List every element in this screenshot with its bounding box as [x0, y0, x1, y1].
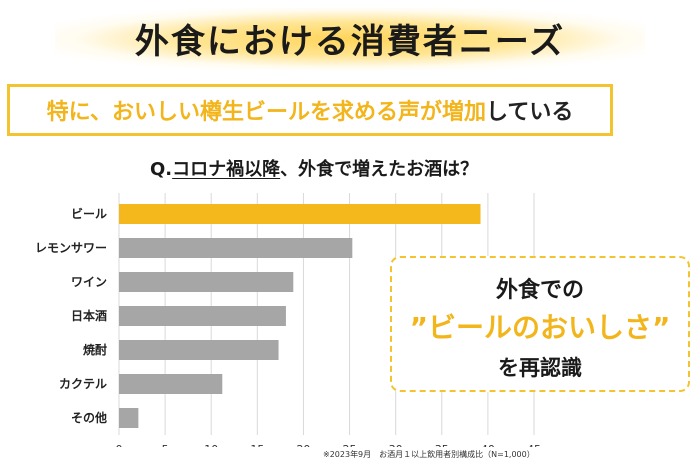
category-label: レモンサワー	[35, 241, 107, 255]
x-tick-label: 25	[343, 443, 357, 447]
question-suffix: 、外食で増えたお酒は？	[280, 159, 479, 180]
footnote: ※2023年9月 お酒月１以上飲用者別構成比（N=1,000）	[323, 450, 535, 459]
category-label: ワイン	[71, 275, 107, 289]
subtitle-box: 特に、おいしい樽生ビールを求める声が増加 している	[7, 84, 613, 136]
x-tick-label: 35	[435, 443, 449, 447]
category-label: ビール	[71, 206, 107, 221]
bar	[119, 374, 223, 394]
x-tick-label: 15	[250, 443, 264, 447]
callout-line2: ”ビールのおいしさ”	[409, 311, 671, 344]
subtitle-rest: している	[486, 100, 574, 125]
bar	[119, 340, 279, 360]
bar	[119, 204, 481, 224]
question-underlined: コロナ禍以降	[172, 159, 281, 180]
category-label: カクテル	[59, 377, 107, 391]
question-prefix: Q.	[150, 159, 173, 180]
chart-question: Q.コロナ禍以降、外食で増えたお酒は？	[150, 155, 478, 181]
category-label: 焼酎	[83, 342, 107, 357]
x-tick-label: 0	[116, 443, 123, 447]
bar	[119, 306, 286, 326]
callout-line3: を再認識	[498, 356, 582, 380]
subtitle-highlight: 特に、おいしい樽生ビールを求める声が増加	[46, 100, 486, 125]
title-banner: 外食における消費者ニーズ	[55, 8, 645, 70]
x-tick-label: 20	[296, 443, 310, 447]
x-tick-label: 10	[204, 443, 218, 447]
x-tick-label: 30	[389, 443, 403, 447]
bar	[119, 408, 139, 428]
callout-line1: 外食での	[495, 278, 584, 303]
page-title: 外食における消費者ニーズ	[134, 22, 566, 62]
title-glow	[55, 8, 645, 70]
bar	[119, 238, 353, 258]
x-tick-label: 5	[162, 443, 169, 447]
bar	[119, 272, 294, 292]
x-tick-label: 45	[527, 443, 541, 447]
callout-box: 外食での ”ビールのおいしさ” を再認識	[390, 256, 690, 392]
bar-chart: 0 5 10 15 20 25 30 35 40 45 ビールレモンサワーワイン日本酒焼酎カクテルそ…	[35, 193, 541, 447]
x-tick-label: 40	[481, 443, 495, 447]
category-label: その他	[71, 410, 107, 425]
category-label: 日本酒	[71, 308, 107, 323]
